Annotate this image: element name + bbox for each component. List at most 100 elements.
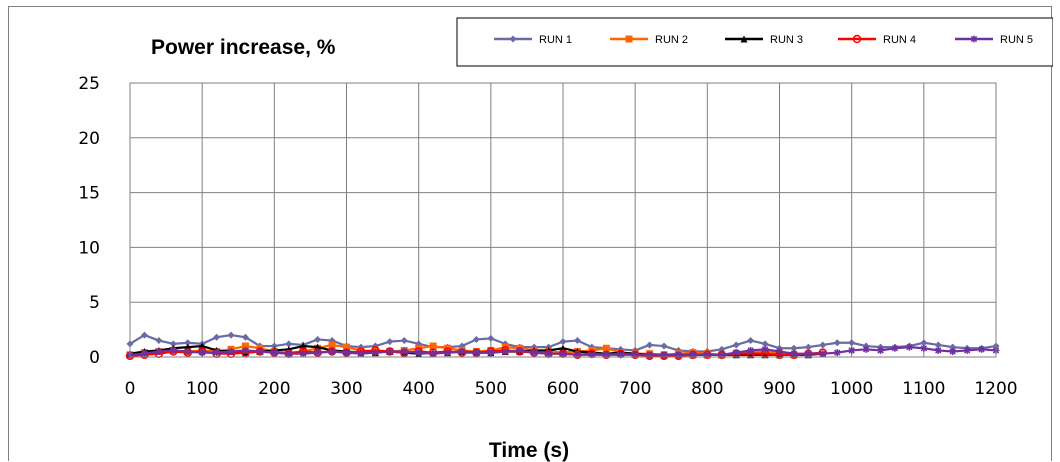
data-point-run-5 xyxy=(357,350,365,358)
data-point-run-1 xyxy=(169,340,177,348)
data-point-run-5-stroke xyxy=(516,347,523,354)
data-point-run-5-stroke xyxy=(949,348,956,355)
data-point-run-5 xyxy=(415,349,423,357)
data-point-run-1 xyxy=(241,333,249,341)
data-point-run-5-stroke xyxy=(170,347,177,354)
data-point-run-5-stroke xyxy=(328,348,336,355)
data-point-run-5-stroke xyxy=(314,349,321,356)
data-point-run-5 xyxy=(140,350,148,358)
x-tick-label: 700 xyxy=(619,379,651,399)
data-point-run-1 xyxy=(732,341,740,349)
data-point-run-2 xyxy=(429,342,437,350)
data-point-run-5-stroke xyxy=(978,346,985,353)
legend-marker-run-5-stroke xyxy=(970,35,978,43)
data-point-run-5-stroke xyxy=(963,347,971,354)
data-point-run-1 xyxy=(761,340,769,348)
data-point-run-5-stroke xyxy=(429,350,437,357)
data-point-run-2 xyxy=(343,343,350,351)
y-tick-label: 5 xyxy=(89,293,100,313)
chart-title: Power increase, % xyxy=(151,36,336,59)
data-point-run-1 xyxy=(848,339,856,347)
data-point-run-5 xyxy=(891,344,899,352)
data-point-run-5 xyxy=(545,350,553,358)
x-tick-label: 200 xyxy=(258,379,290,399)
data-point-run-2 xyxy=(241,342,249,350)
data-point-run-1 xyxy=(833,339,841,347)
data-point-run-2 xyxy=(602,344,610,352)
data-point-run-5-stroke xyxy=(473,349,480,356)
legend-label-run-5: RUN 5 xyxy=(1000,34,1033,46)
data-point-run-5-stroke xyxy=(761,346,769,353)
x-axis-ticks: 0 100 200 300 400 500 600 700 800 900 1000 1100 1200 xyxy=(125,379,1018,399)
data-point-run-1 xyxy=(819,341,827,349)
data-point-run-5 xyxy=(155,348,163,356)
data-point-run-5-stroke xyxy=(372,349,379,356)
x-tick-label: 1100 xyxy=(902,379,945,399)
data-point-run-5 xyxy=(963,346,971,354)
data-point-run-5 xyxy=(776,348,783,356)
data-point-run-1 xyxy=(213,333,221,341)
legend-marker-run-1 xyxy=(509,35,517,43)
data-point-run-1 xyxy=(386,338,394,346)
data-point-run-5-stroke xyxy=(790,350,798,357)
data-point-run-5 xyxy=(949,348,957,356)
data-point-run-1 xyxy=(155,337,163,345)
x-tick-label: 0 xyxy=(125,379,136,399)
data-point-run-5 xyxy=(920,344,928,352)
data-point-run-1 xyxy=(270,342,278,350)
data-point-run-5 xyxy=(198,349,206,357)
data-point-run-1 xyxy=(285,340,293,348)
data-point-run-5-stroke xyxy=(502,348,509,355)
power-increase-chart: 0 5 10 15 20 25 0 100 200 300 400 500 600 700 800 900 1… xyxy=(78,17,1053,462)
data-point-run-5 xyxy=(241,346,249,354)
data-point-run-5-stroke xyxy=(747,347,754,354)
data-point-run-5 xyxy=(270,349,278,357)
data-point-run-5-stroke xyxy=(733,349,740,356)
data-point-run-5 xyxy=(444,349,452,357)
data-point-run-5-stroke xyxy=(877,347,884,354)
data-point-run-5 xyxy=(227,348,235,356)
data-point-run-1 xyxy=(314,335,322,343)
data-point-run-5-stroke xyxy=(401,348,408,355)
data-point-run-5 xyxy=(299,350,307,358)
data-point-run-5-stroke xyxy=(805,350,812,357)
data-point-run-5-stroke xyxy=(415,349,422,356)
data-point-run-5 xyxy=(328,348,336,356)
legend: RUN 1 RUN 2 RUN 3 RUN 4 RUN 5 xyxy=(456,17,1053,67)
data-point-run-5-stroke xyxy=(343,349,350,356)
data-point-run-5 xyxy=(487,349,495,357)
data-point-run-5 xyxy=(905,343,913,351)
legend-marker-run-5 xyxy=(970,35,978,43)
data-point-run-5 xyxy=(804,350,812,358)
legend-label-run-1: RUN 1 xyxy=(539,34,572,46)
chart-frame: 0 5 10 15 20 25 0 100 200 300 400 500 600 700 800 900 1… xyxy=(8,6,1053,462)
data-point-run-5-stroke xyxy=(935,347,942,354)
data-point-run-5 xyxy=(169,346,177,354)
data-point-run-5 xyxy=(747,346,755,354)
plot-area-border xyxy=(129,82,997,358)
data-point-run-5 xyxy=(516,346,524,354)
data-point-run-5-stroke xyxy=(545,350,552,357)
data-point-run-5-stroke xyxy=(891,345,899,352)
legend-marker-run-4 xyxy=(852,34,862,44)
data-point-run-5-stroke xyxy=(357,350,365,357)
data-point-run-5-stroke xyxy=(444,349,451,356)
data-point-run-5-stroke xyxy=(271,349,278,356)
data-point-run-5-stroke xyxy=(458,348,466,355)
data-point-run-1 xyxy=(487,334,495,342)
y-tick-label: 15 xyxy=(78,184,100,204)
data-point-run-5-stroke xyxy=(256,348,264,355)
data-point-run-1 xyxy=(400,337,408,345)
data-point-run-5 xyxy=(833,349,841,357)
data-point-run-5 xyxy=(285,350,293,358)
data-point-run-5 xyxy=(848,346,856,354)
data-point-run-5-stroke xyxy=(184,348,191,355)
y-tick-label: 20 xyxy=(78,129,100,149)
data-point-run-5 xyxy=(314,349,322,357)
y-tick-label: 10 xyxy=(78,238,100,258)
x-tick-label: 100 xyxy=(186,379,218,399)
data-point-run-5 xyxy=(732,349,740,357)
data-point-run-5-stroke xyxy=(848,347,855,354)
data-point-run-5-stroke xyxy=(141,350,148,357)
data-point-run-5 xyxy=(429,350,437,358)
